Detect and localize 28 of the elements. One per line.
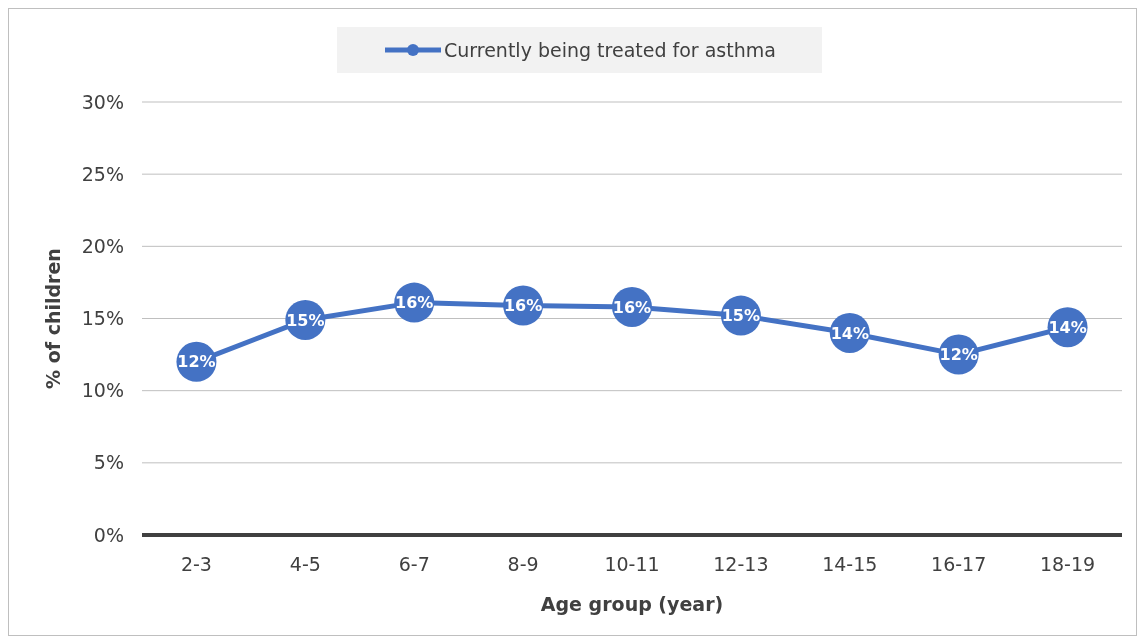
x-tick-label: 8-9 bbox=[507, 553, 539, 575]
y-tick-label: 10% bbox=[81, 379, 124, 402]
data-label: 12% bbox=[939, 345, 978, 365]
x-tick-label: 16-17 bbox=[931, 553, 987, 575]
y-tick-label: 30% bbox=[81, 90, 124, 113]
y-tick-label: 25% bbox=[81, 162, 124, 185]
y-tick-label: 0% bbox=[93, 523, 124, 546]
y-tick-label: 5% bbox=[93, 451, 124, 474]
data-label: 15% bbox=[286, 310, 325, 330]
x-tick-label: 10-11 bbox=[604, 553, 660, 575]
data-label: 14% bbox=[830, 323, 869, 343]
legend-label: Currently being treated for asthma bbox=[444, 38, 776, 61]
x-tick-label: 2-3 bbox=[180, 553, 212, 575]
data-label: 16% bbox=[395, 293, 434, 313]
data-label: 16% bbox=[503, 296, 543, 316]
y-tick-label: 15% bbox=[81, 307, 124, 330]
x-tick-label: 14-15 bbox=[822, 553, 878, 575]
x-axis-title: Age group (year) bbox=[540, 593, 724, 615]
x-tick-label: 4-5 bbox=[289, 553, 321, 575]
data-label: 12% bbox=[177, 352, 216, 372]
data-label: 14% bbox=[1048, 317, 1087, 337]
x-tick-label: 6-7 bbox=[398, 553, 430, 575]
y-tick-label: 20% bbox=[81, 234, 124, 257]
x-tick-label: 12-13 bbox=[713, 553, 769, 575]
data-label: 16% bbox=[612, 297, 652, 317]
x-tick-label: 18-19 bbox=[1039, 553, 1096, 575]
data-label: 15% bbox=[721, 306, 761, 326]
y-axis-title: % of children bbox=[42, 248, 64, 389]
